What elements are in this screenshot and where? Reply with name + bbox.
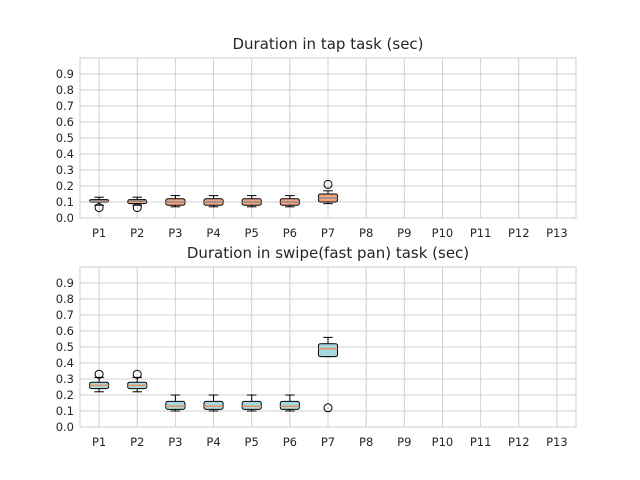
box-p3	[165, 195, 186, 208]
chart-title: Duration in tap task (sec)	[232, 35, 423, 53]
swipe-duration-chart: Duration in swipe(fast pan) task (sec) 0…	[56, 244, 577, 449]
x-tick-label: P8	[359, 226, 373, 240]
box-body	[279, 400, 300, 410]
y-tick-label: 0.2	[56, 179, 74, 193]
y-tick-label: 0.5	[56, 340, 74, 354]
box-p6	[279, 195, 300, 208]
outlier-point	[94, 369, 104, 379]
x-tick-label: P1	[92, 435, 106, 449]
plot-frame	[79, 266, 577, 428]
y-tick-label: 0.2	[56, 388, 74, 402]
box-p5	[241, 195, 262, 208]
box-p5	[241, 394, 262, 412]
y-tick-label: 0.7	[56, 308, 74, 322]
outlier-point	[94, 203, 104, 213]
x-tick-label: P8	[359, 435, 373, 449]
x-tick-label: P5	[245, 435, 259, 449]
y-tick-label: 0.3	[56, 372, 74, 386]
box-p6	[279, 394, 300, 412]
box-body	[203, 400, 224, 410]
x-tick-label: P12	[508, 435, 530, 449]
y-tick-label: 0.0	[56, 420, 74, 434]
y-tick-label: 0.9	[56, 276, 74, 290]
x-tick-label: P1	[92, 226, 106, 240]
chart-title: Duration in swipe(fast pan) task (sec)	[187, 244, 469, 262]
outlier-point	[132, 369, 142, 379]
x-tick-label: P9	[397, 226, 411, 240]
outlier-point	[323, 403, 333, 413]
x-tick-label: P9	[397, 435, 411, 449]
y-tick-label: 0.1	[56, 404, 74, 418]
x-tick-label: P7	[321, 226, 335, 240]
y-tick-label: 0.4	[56, 147, 74, 161]
x-tick-label: P13	[546, 435, 568, 449]
x-tick-label: P7	[321, 435, 335, 449]
x-tick-label: P11	[470, 435, 492, 449]
box-p7	[317, 179, 339, 205]
outlier-point	[132, 203, 142, 213]
x-tick-label: P6	[283, 226, 297, 240]
tap-duration-chart: Duration in tap task (sec) 0.0 0.1 0.2 0.3 0…	[56, 35, 577, 240]
x-tick-label: P4	[206, 226, 220, 240]
y-tick-label: 0.6	[56, 115, 74, 129]
box-p2	[127, 369, 148, 393]
y-tick-label: 0.5	[56, 131, 74, 145]
box-p1	[89, 369, 110, 393]
x-tick-label: P3	[168, 435, 182, 449]
x-tick-label: P2	[130, 226, 144, 240]
box-p4	[203, 195, 224, 208]
y-tick-label: 0.7	[56, 99, 74, 113]
x-tick-label: P12	[508, 226, 530, 240]
y-tick-label: 0.8	[56, 83, 74, 97]
box-body	[165, 400, 186, 410]
box-p7	[317, 336, 339, 413]
y-tick-label: 0.3	[56, 163, 74, 177]
y-tick-label: 0.8	[56, 292, 74, 306]
y-tick-label: 0.0	[56, 211, 74, 225]
box-body	[317, 343, 339, 358]
x-tick-label: P10	[432, 226, 454, 240]
outlier-point	[323, 179, 333, 189]
grid	[80, 267, 576, 428]
x-tick-label: P13	[546, 226, 568, 240]
x-tick-label: P4	[206, 435, 220, 449]
x-tick-label: P5	[245, 226, 259, 240]
plot-frame	[79, 57, 577, 219]
y-tick-label: 0.1	[56, 195, 74, 209]
y-tick-label: 0.4	[56, 356, 74, 370]
x-tick-label: P10	[432, 435, 454, 449]
y-tick-label: 0.6	[56, 324, 74, 338]
x-tick-label: P2	[130, 435, 144, 449]
box-body	[241, 400, 262, 410]
x-tick-label: P6	[283, 435, 297, 449]
box-p1	[89, 196, 110, 213]
x-tick-label: P11	[470, 226, 492, 240]
grid	[80, 58, 576, 219]
y-tick-label: 0.9	[56, 67, 74, 81]
box-p4	[203, 394, 224, 412]
x-tick-label: P3	[168, 226, 182, 240]
box-p3	[165, 394, 186, 412]
box-p2	[127, 196, 148, 213]
